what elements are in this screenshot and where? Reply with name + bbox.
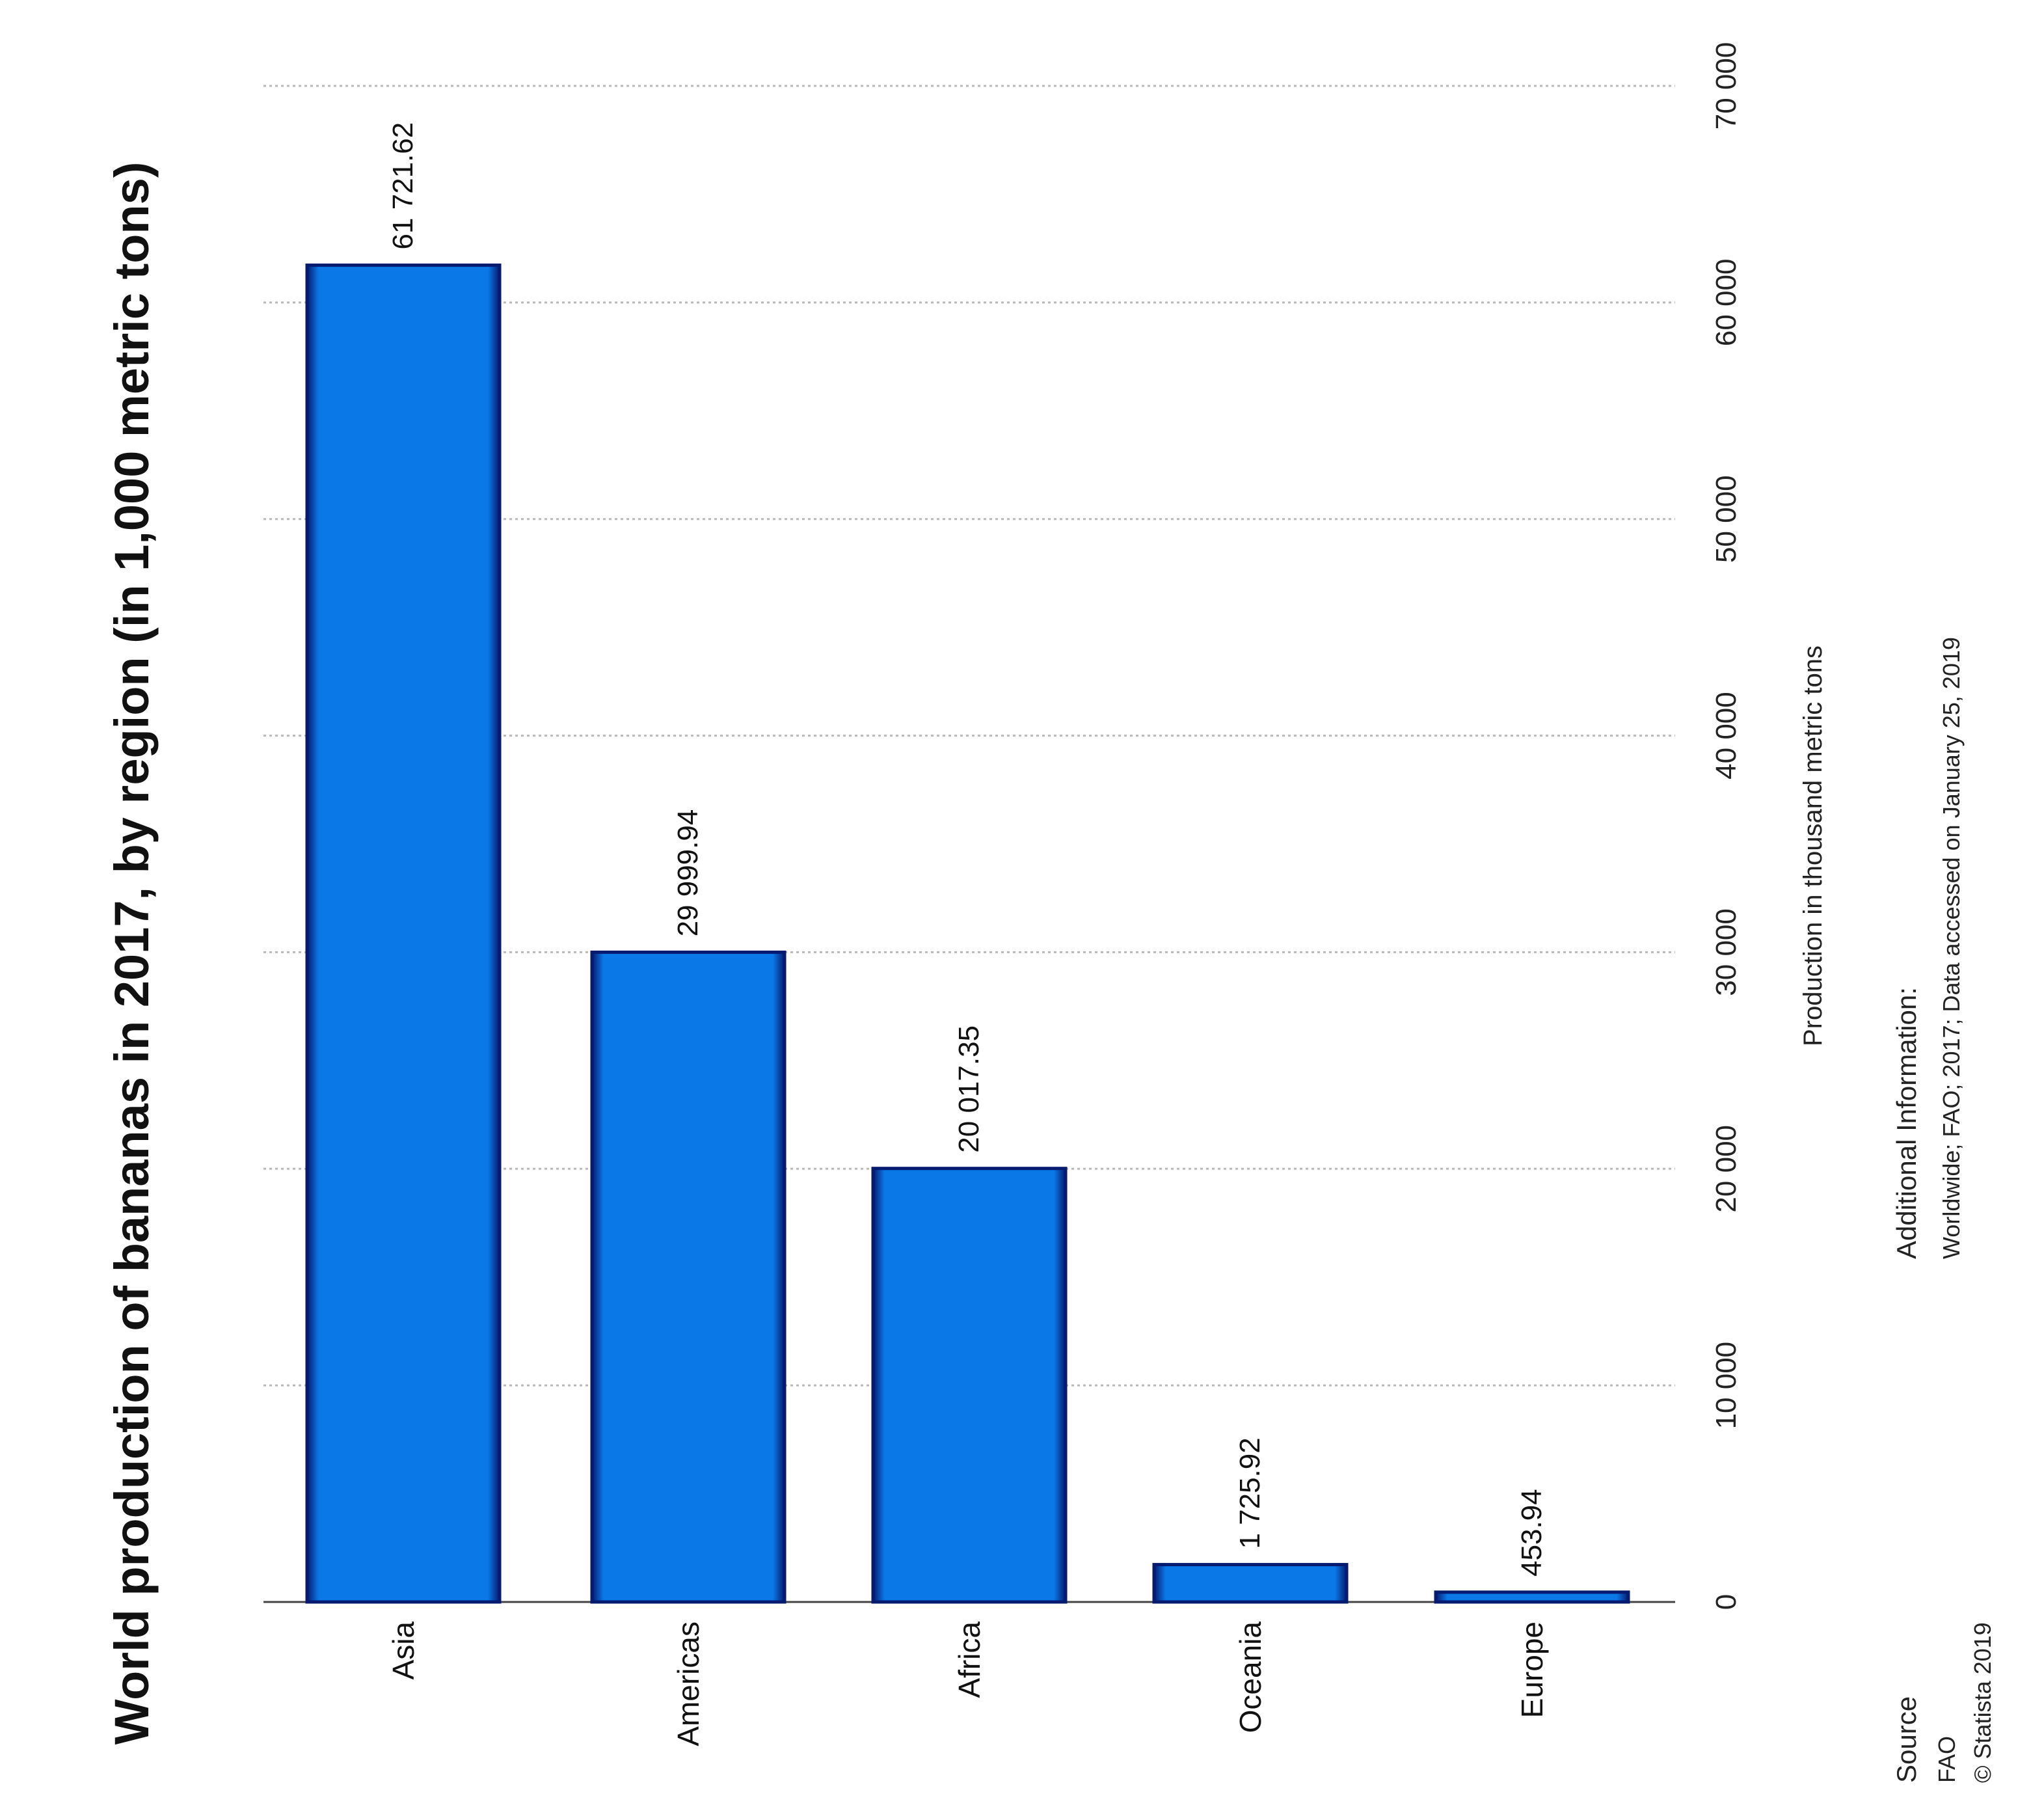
x-tick-label: Americas [671,1621,705,1746]
data-label: 20 017.35 [953,1025,985,1153]
y-axis-label: Production in thousand metric tons [1799,645,1827,1046]
x-tick-label: Oceania [1233,1621,1267,1733]
y-tick-label: 40 000 [1710,692,1742,780]
bar-africa [871,1167,1068,1604]
bar-europe [1434,1590,1630,1604]
source-name: FAO [1933,1736,1960,1783]
source-heading: Source [1891,1696,1922,1783]
y-tick-label: 10 000 [1710,1342,1742,1430]
bar-asia [305,264,502,1604]
y-tick-label: 50 000 [1710,475,1742,563]
x-tick-label: Africa [952,1621,986,1698]
y-tick-label: 20 000 [1710,1125,1742,1213]
additional-info-text: Worldwide; FAO; 2017; Data accessed on J… [1938,637,1965,1259]
data-label: 1 725.92 [1234,1437,1266,1549]
data-label: 29 999.94 [672,809,704,937]
bars [305,264,1630,1604]
bar-oceania [1152,1563,1349,1604]
chart-title: World production of bananas in 2017, by … [105,162,159,1745]
y-tick-label: 70 000 [1710,42,1742,130]
additional-info-heading: Additional Information: [1891,987,1922,1259]
x-tick-label: Europe [1515,1621,1549,1718]
copyright: © Statista 2019 [1969,1622,1996,1783]
x-tick-label: Asia [386,1621,420,1680]
labels: 0 10 000 20 000 30 000 40 000 50 000 60 000 70 … [386,42,1742,1746]
bar-americas [590,950,787,1604]
data-label: 61 721.62 [387,122,419,250]
y-tick-label: 30 000 [1710,908,1742,996]
y-tick-label: 0 [1710,1594,1742,1610]
data-label: 453.94 [1516,1489,1548,1577]
y-tick-label: 60 000 [1710,259,1742,347]
